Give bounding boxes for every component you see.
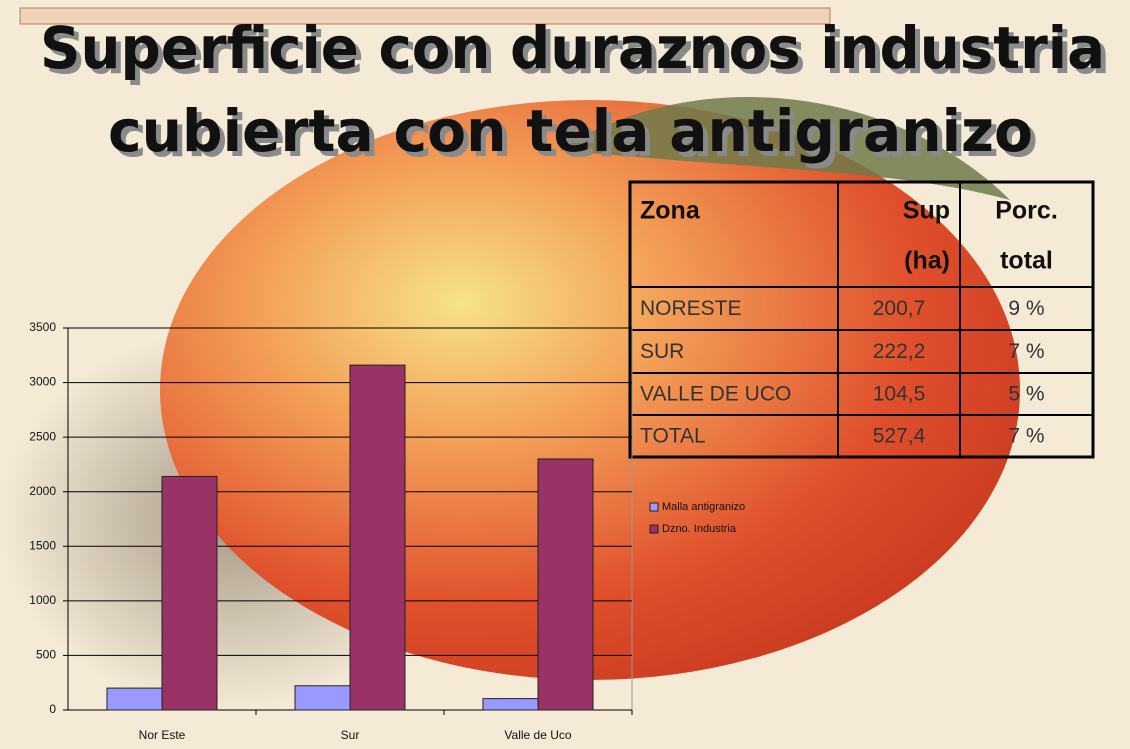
bar [106,687,163,711]
leaf [560,97,1010,200]
table-header: total [1000,247,1053,275]
table-header: Zona [640,197,701,225]
table-header: Porc. [995,197,1058,225]
table-cell: SUR [640,340,684,363]
table-cell: 9 % [1008,297,1044,320]
bar [349,364,406,711]
y-tick-label: 2500 [29,429,56,443]
table-cell: 527,4 [873,425,926,448]
bar [161,475,218,711]
legend-label: Malla antigranizo [662,501,745,513]
table-cell: 7 % [1008,425,1044,448]
header-strip [19,7,831,25]
y-tick-label: 3500 [29,320,56,334]
table-cell: TOTAL [640,425,706,448]
legend-swatch [649,502,659,512]
title: Superficie con duraznos industria [40,14,1105,82]
table-cell: 5 % [1008,383,1044,406]
table-cell: 200,7 [873,297,926,320]
x-tick-label: Valle de Uco [504,728,571,742]
y-tick-label: 500 [36,648,56,662]
table-cell: 104,5 [873,383,926,406]
y-tick-label: 2000 [29,484,56,498]
y-tick-label: 1500 [29,538,56,552]
table-cell: VALLE DE UCO [640,383,791,406]
legend-swatch [649,524,659,534]
y-tick-label: 0 [49,702,56,716]
table-cell: 222,2 [873,340,926,363]
table-border [628,180,1095,459]
chart: 0 500 1000 1500 2000 2500 3000 3500 Nor Este Sur V… [29,320,745,742]
x-tick-label: Sur [341,728,360,742]
table-cell: NORESTE [640,297,742,320]
bar [482,698,539,711]
y-tick-label: 1000 [29,593,56,607]
table-header: Sup [903,197,950,225]
bar [294,685,351,711]
legend-label: Dzno. Industria [662,523,737,535]
y-tick-label: 3000 [29,375,56,389]
x-tick-label: Nor Este [139,728,186,742]
table-cell: 7 % [1008,340,1044,363]
table-header: (ha) [904,247,950,275]
bar [537,458,594,711]
title: cubierta con tela antigranizo [108,97,1033,165]
table: Zona Sup (ha) Porc. total NORESTE 200,7 9 % SUR 2… [628,180,1095,459]
